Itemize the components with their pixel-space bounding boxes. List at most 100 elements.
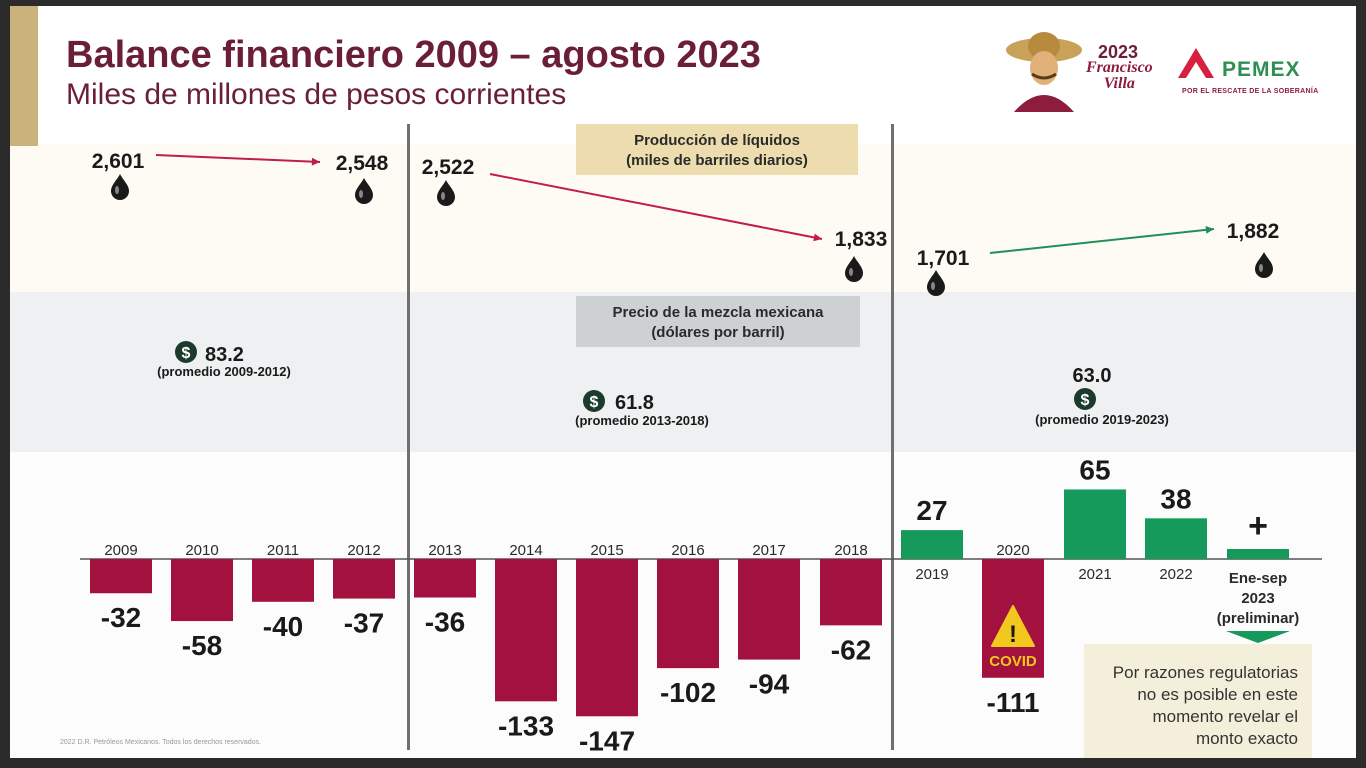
oil-drop-icon [1255, 252, 1273, 278]
decline-arrow [489, 173, 823, 240]
tick-label-2016: 2016 [671, 542, 704, 559]
villa-year: 2023 [1098, 42, 1139, 62]
value-label-2017: -94 [749, 669, 790, 700]
price-period: (promedio 2013-2018) [575, 413, 709, 428]
title-accent-bar [10, 6, 38, 146]
oil-drop-icon [845, 256, 863, 282]
villa-name: Francisco Villa [1086, 59, 1153, 92]
tick-label-2020: 2020 [996, 542, 1029, 559]
tick-label-2009: 2009 [104, 542, 137, 559]
oil-drop-icon [115, 186, 119, 194]
value-label-2019: 27 [916, 495, 947, 526]
copyright-footer: 2022 D.R. Petróleos Mexicanos. Todos los… [60, 739, 262, 746]
decline-arrow [813, 233, 822, 242]
covid-label: COVID [989, 653, 1037, 670]
pemex-wordmark: PEMEX [1222, 58, 1301, 81]
production-value: 1,833 [835, 228, 888, 251]
dollar-icon [1074, 388, 1096, 410]
tick-label-2013: 2013 [428, 542, 461, 559]
pemex-tagline: POR EL RESCATE DE LA SOBERANÍA [1182, 88, 1319, 95]
production-value: 2,601 [92, 150, 145, 173]
dollar-icon: $ [590, 394, 599, 411]
bar-2011 [252, 559, 314, 602]
tick-label-2023: 2023 [1241, 590, 1274, 607]
tick-label-2017: 2017 [752, 542, 785, 559]
bar-2022 [1145, 518, 1207, 559]
value-label-2011: -40 [263, 611, 303, 642]
tick-label-2011: 2011 [267, 542, 299, 559]
pemex-logo: PEMEX POR EL RESCATE DE LA SOBERANÍA [1176, 44, 1346, 104]
price-value: 63.0 [1073, 365, 1112, 387]
period-divider [407, 124, 410, 750]
production-legend-box: Producción de líquidos (miles de barrile… [576, 124, 858, 175]
tick-label-2014: 2014 [509, 542, 542, 559]
decline-arrow [155, 154, 321, 163]
tick-label-2023: Ene-sep [1229, 570, 1287, 587]
value-label-2010: -58 [182, 630, 222, 661]
tick-label-2010: 2010 [185, 542, 218, 559]
value-label-2023: + [1248, 507, 1268, 545]
regulatory-note: Por razones regulatorias no es posible e… [1084, 644, 1312, 758]
bar-2013 [414, 559, 476, 598]
pointer-arrow-icon [1226, 631, 1290, 643]
oil-drop-icon [441, 192, 445, 200]
value-label-2012: -37 [344, 608, 384, 639]
production-value: 2,522 [422, 156, 475, 179]
price-period: (promedio 2009-2012) [157, 364, 291, 379]
bar-2009 [90, 559, 152, 594]
period-divider [891, 124, 894, 750]
balance-chart: 2009 -32 2010 -58 2011 -40 2012 -37 2013 -36 2014 -… [80, 150, 1322, 756]
bar-2010 [171, 559, 233, 622]
tick-label-2021: 2021 [1078, 566, 1111, 583]
value-label-2013: -36 [425, 607, 465, 638]
tick-label-2023: (preliminar) [1217, 610, 1300, 627]
dollar-icon [583, 390, 605, 412]
tick-label-2018: 2018 [834, 542, 867, 559]
slide: Balance financiero 2009 – agosto 2023 Mi… [10, 6, 1356, 758]
warning-icon [991, 605, 1035, 647]
dollar-icon: $ [1081, 392, 1090, 409]
price-value: 83.2 [205, 344, 244, 366]
oil-drop-icon [111, 174, 129, 200]
oil-drop-icon [355, 178, 373, 204]
tick-label-2012: 2012 [347, 542, 380, 559]
value-label-2018: -62 [831, 634, 871, 665]
production-value: 2,548 [336, 152, 389, 175]
bar-2016 [657, 559, 719, 669]
value-label-2022: 38 [1160, 483, 1191, 514]
bar-2012 [333, 559, 395, 599]
bar-2017 [738, 559, 800, 660]
production-value: 1,701 [917, 247, 970, 270]
villa-portrait-icon [1006, 32, 1082, 112]
bar-2018 [820, 559, 882, 626]
dollar-icon: $ [182, 345, 191, 362]
price-legend-box: Precio de la mezcla mexicana (dólares po… [576, 296, 860, 347]
dollar-icon [175, 341, 197, 363]
page-subtitle: Miles de millones de pesos corrientes [66, 78, 567, 111]
warning-icon: ! [1009, 621, 1017, 648]
page-title: Balance financiero 2009 – agosto 2023 [66, 34, 761, 76]
increase-arrow [1205, 225, 1214, 234]
bar-2023 [1227, 549, 1289, 559]
bar-2014 [495, 559, 557, 702]
tick-label-2015: 2015 [590, 542, 623, 559]
bar-2015 [576, 559, 638, 717]
tick-label-2022: 2022 [1159, 566, 1192, 583]
decline-arrow [311, 157, 320, 166]
francisco-villa-logo: 2023 Francisco Villa [1004, 22, 1164, 112]
bar-2021 [1064, 489, 1126, 559]
value-label-2020: -111 [987, 687, 1040, 718]
value-label-2014: -133 [498, 710, 554, 741]
price-period: (promedio 2019-2023) [1035, 412, 1169, 427]
production-value: 1,882 [1227, 220, 1280, 243]
tick-label-2019: 2019 [915, 566, 948, 583]
price-value: 61.8 [615, 392, 654, 414]
value-label-2015: -147 [579, 725, 635, 756]
value-label-2009: -32 [101, 602, 141, 633]
oil-drop-icon [927, 270, 945, 296]
value-label-2021: 65 [1079, 454, 1110, 485]
pemex-eagle-icon [1178, 48, 1214, 78]
oil-drop-icon [849, 268, 853, 276]
oil-drop-icon [931, 282, 935, 290]
oil-drop-icon [437, 180, 455, 206]
